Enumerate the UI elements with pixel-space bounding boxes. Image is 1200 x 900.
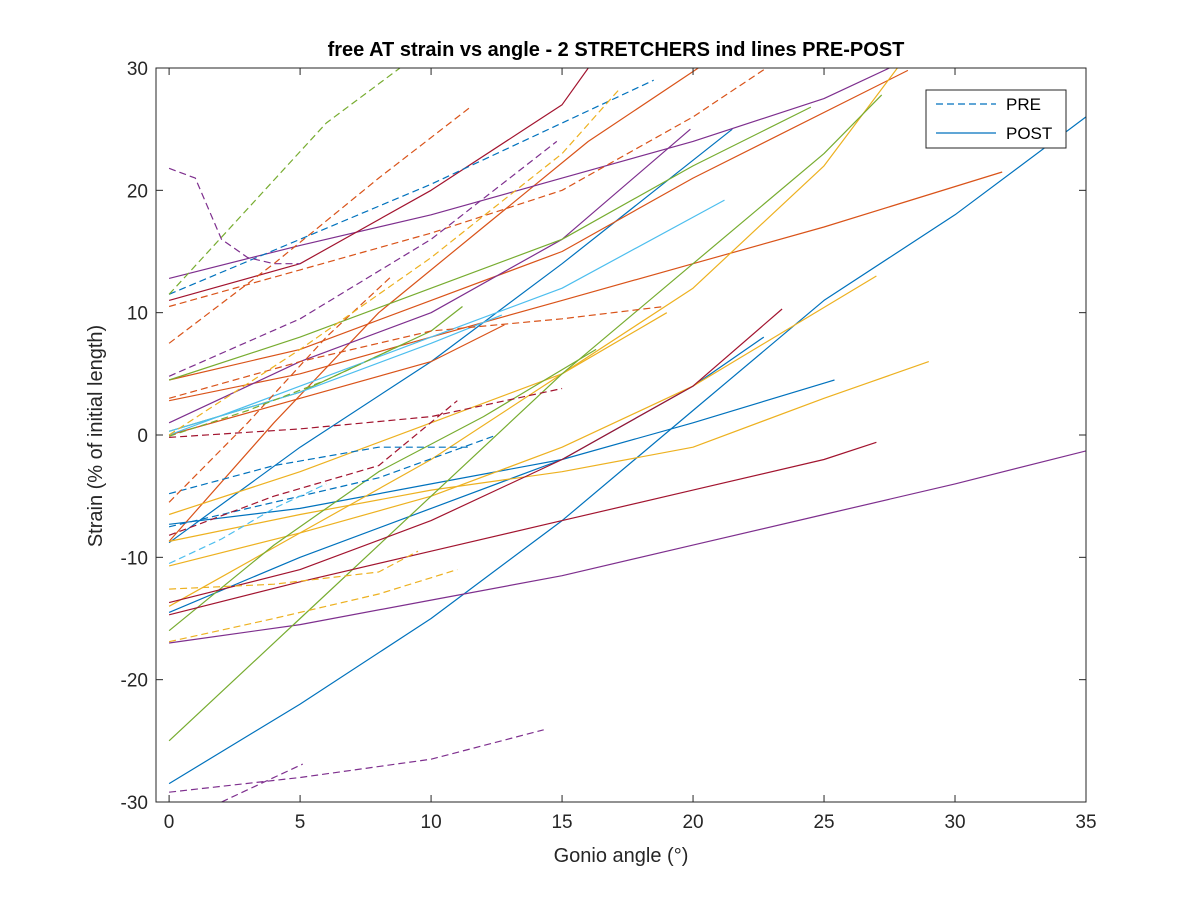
series-line-solid-4 xyxy=(168,171,1003,402)
x-tick-label: 25 xyxy=(813,812,834,833)
y-tick-label: 10 xyxy=(127,304,148,325)
series-line-dashed-39 xyxy=(168,342,406,437)
series-line-solid-3 xyxy=(168,336,765,613)
series-line-dashed-28 xyxy=(168,106,471,344)
chart-title: free AT strain vs angle - 2 STRETCHERS i… xyxy=(328,39,905,61)
y-tick-label: -20 xyxy=(121,671,148,692)
series-line-dashed-36 xyxy=(221,763,303,802)
series-line-dashed-40 xyxy=(168,483,327,565)
series-line-solid-23 xyxy=(168,308,783,604)
series-line-solid-8 xyxy=(168,275,877,567)
series-line-dashed-25 xyxy=(168,79,654,295)
legend-label-post: POST xyxy=(1006,124,1052,143)
x-tick-label: 30 xyxy=(944,812,965,833)
series-line-solid-13 xyxy=(168,68,890,279)
series-line-dashed-33 xyxy=(168,88,621,436)
legend: PRE POST xyxy=(925,89,1067,149)
series-line-dashed-32 xyxy=(169,550,419,590)
series-line-solid-22 xyxy=(168,68,589,301)
legend-label-pre: PRE xyxy=(1006,95,1041,114)
series-line-solid-6 xyxy=(168,68,699,542)
plot-area xyxy=(168,68,1086,802)
x-tick-label: 5 xyxy=(295,812,306,833)
series-line-dashed-35 xyxy=(169,729,544,793)
series-line-solid-17 xyxy=(168,348,597,632)
series-line-solid-0 xyxy=(168,116,1086,785)
x-tick-label: 10 xyxy=(421,812,442,833)
series-line-dashed-42 xyxy=(168,400,458,536)
series-line-solid-12 xyxy=(169,450,1086,644)
x-tick-label: 20 xyxy=(682,812,703,833)
y-tick-label: -30 xyxy=(121,793,148,814)
series-line-dashed-26 xyxy=(168,434,497,528)
series-line-solid-21 xyxy=(168,441,877,616)
x-axis-label: Gonio angle (°) xyxy=(554,845,689,867)
series-line-solid-16 xyxy=(168,106,812,381)
y-tick-label: 0 xyxy=(137,426,148,447)
series-line-solid-20 xyxy=(168,314,503,432)
series-line-dashed-30 xyxy=(168,275,393,503)
y-axis-label: Strain (% of initial length) xyxy=(85,325,107,547)
legend-box xyxy=(925,89,1067,149)
series-line-solid-9 xyxy=(168,361,929,542)
x-tick-label: 0 xyxy=(164,812,175,833)
y-tick-label: -10 xyxy=(121,548,148,569)
series-line-solid-19 xyxy=(168,199,725,436)
x-tick-label: 15 xyxy=(551,812,572,833)
series-line-dashed-37 xyxy=(168,140,558,377)
series-line-dashed-29 xyxy=(168,305,665,399)
series-line-solid-5 xyxy=(168,69,909,381)
y-tick-label: 30 xyxy=(127,59,148,80)
series-line-solid-10 xyxy=(168,68,898,607)
y-tick-label: 20 xyxy=(127,181,148,202)
series-line-solid-7 xyxy=(168,324,505,436)
series-line-dashed-27 xyxy=(168,68,767,308)
axis-ticks: 0 5 10 15 20 25 30 35 -30 -20 -10 0 10 20 30 xyxy=(121,59,1097,833)
x-tick-label: 35 xyxy=(1075,812,1096,833)
series-line-dashed-34 xyxy=(168,167,301,265)
series-line-dashed-31 xyxy=(168,569,458,643)
series-line-solid-15 xyxy=(168,94,883,742)
plot-frame xyxy=(155,67,1087,803)
series-line-solid-14 xyxy=(168,128,691,424)
series-line-dashed-38 xyxy=(168,68,401,295)
